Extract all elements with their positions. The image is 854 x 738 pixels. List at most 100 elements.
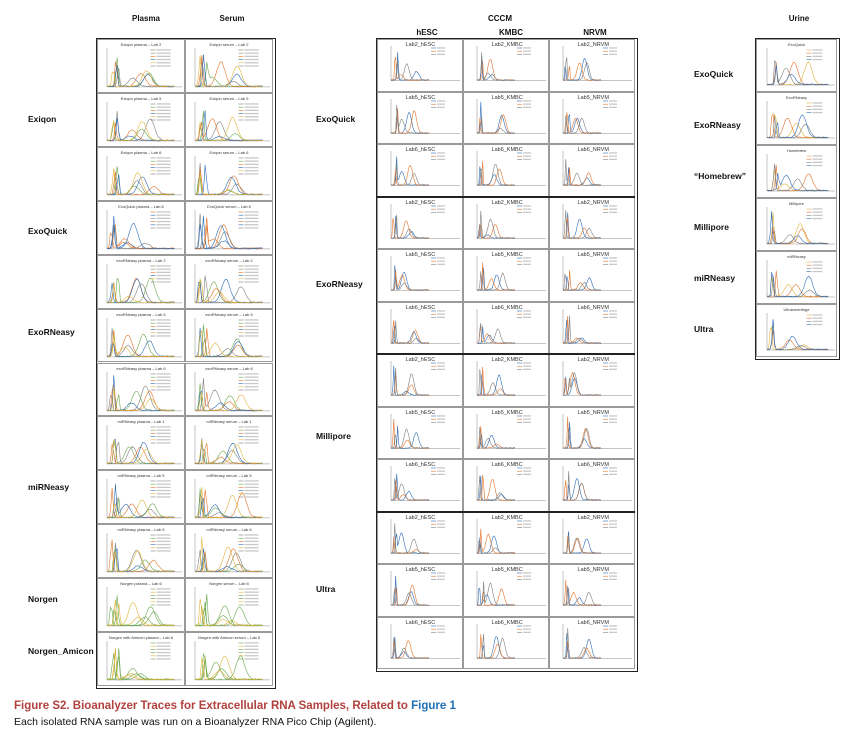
bioanalyzer-trace (766, 260, 835, 298)
bioanalyzer-trace (476, 623, 546, 659)
trace-panel: miRNeasy plasma – Lab 5 (97, 470, 185, 525)
bioanalyzer-trace (194, 425, 270, 465)
panel-title: exoRNeasy serum – Lab 6 (205, 365, 253, 371)
urine-row-label-homebrew: “Homebrew” (694, 171, 746, 181)
panel-title: Lab5_NRVM (577, 567, 609, 573)
urine-row-label-millipore: Millipore (694, 222, 729, 232)
trace-panel: miRNeasy serum – Lab 1 (185, 416, 273, 471)
trace-panel: Lab5_hESC (377, 91, 463, 144)
bioanalyzer-trace (562, 466, 632, 501)
bioanalyzer-trace (106, 317, 182, 357)
trace-panel: Lab2_NRVM (549, 511, 635, 564)
panel-title: Lab2_NRVM (577, 199, 609, 206)
figure-1-link[interactable]: Figure 1 (411, 700, 456, 712)
bioanalyzer-trace (766, 313, 835, 351)
trace-panel: Lab2_KMBC (463, 511, 549, 564)
caption-title-text: Figure S2. Bioanalyzer Traces for Extrac… (14, 700, 412, 712)
trace-panel: Lab2_NRVM (549, 196, 635, 249)
trace-panel: Norgen serum – Lab 6 (185, 578, 273, 633)
bioanalyzer-trace (194, 587, 270, 627)
kmbc-header: KMBC (499, 28, 523, 37)
figure-caption-body: Each isolated RNA sample was run on a Bi… (14, 716, 377, 728)
bioanalyzer-trace (390, 623, 460, 659)
bioanalyzer-trace (562, 361, 632, 396)
bioanalyzer-trace (194, 641, 270, 681)
bioanalyzer-trace (476, 571, 546, 606)
trace-panel: Lab6_hESC (377, 144, 463, 197)
panel-title: Lab5_KMBC (491, 409, 523, 416)
trace-panel: Norgen with Amicon plasma – Lab 6 (97, 632, 185, 686)
row-label-mirneasy: miRNeasy (28, 482, 70, 492)
row-label-exorneasy: ExoRNeasy (28, 327, 75, 337)
panel-title: Exiqon plasma – Lab 2 (120, 42, 162, 47)
mid-row-label-ultra: Ultra (316, 584, 336, 594)
bioanalyzer-trace (476, 151, 546, 186)
trace-panel: Exiqon plasma – Lab 6 (97, 146, 185, 201)
trace-panel: Lab5_NRVM (549, 249, 635, 302)
panel-title: Lab5_KMBC (491, 567, 523, 573)
urine-row-label-exoquick: ExoQuick (694, 69, 734, 79)
bioanalyzer-trace (194, 479, 270, 519)
bioanalyzer-trace (390, 466, 460, 501)
panel-title: Exiqon plasma – Lab 5 (120, 95, 162, 101)
bioanalyzer-trace (106, 371, 182, 411)
panel-title: Lab6_KMBC (491, 304, 523, 311)
bioanalyzer-trace (562, 46, 632, 81)
trace-panel: Lab5_hESC (377, 249, 463, 302)
panel-title: Lab2_KMBC (491, 514, 523, 521)
panel-title: Lab5_NRVM (577, 252, 609, 258)
panel-title: Lab6_NRVM (577, 619, 609, 626)
trace-panel: Homebrew (756, 145, 837, 198)
trace-panel: Norgen plasma – Lab 6 (97, 578, 185, 633)
trace-panel: Lab5_hESC (377, 406, 463, 459)
bioanalyzer-trace (106, 263, 182, 303)
trace-panel: exoRNeasy plasma – Lab 2 (97, 254, 185, 309)
bioanalyzer-trace (194, 317, 270, 357)
panel-title: Norgen with Amicon plasma – Lab 6 (108, 635, 174, 641)
cccm-panel-grid: Lab2_hESC Lab2_KMBC Lab2_NRVM Lab5_hESC Lab5… (376, 38, 638, 672)
trace-panel: exoRNeasy serum – Lab 5 (185, 308, 273, 363)
trace-panel: Millipore (756, 198, 837, 251)
bioanalyzer-trace (106, 479, 182, 519)
bioanalyzer-trace (562, 256, 632, 291)
trace-panel: Lab6_NRVM (549, 144, 635, 197)
serum-header: Serum (219, 14, 245, 23)
panel-title: Millipore (789, 201, 804, 206)
bioanalyzer-trace (476, 413, 546, 449)
trace-panel: Lab6_hESC (377, 616, 463, 669)
panel-title: Lab5_NRVM (577, 409, 609, 416)
plasma-header: Plasma (131, 14, 161, 23)
panel-title: Lab5_KMBC (491, 94, 523, 101)
panel-title: Lab6_KMBC (491, 147, 523, 153)
nrvm-header: NRVM (583, 28, 607, 37)
trace-panel: ExoQuick serum – Lab 6 (185, 200, 273, 255)
urine-row-label-mirneasy: miRNeasy (694, 273, 736, 283)
bioanalyzer-trace (476, 203, 546, 239)
bioanalyzer-trace (390, 518, 460, 554)
trace-panel: miRNeasy (756, 251, 837, 304)
panel-title: exoRNeasy plasma – Lab 2 (116, 257, 166, 263)
bioanalyzer-trace (562, 571, 632, 606)
trace-panel: Lab2_hESC (377, 511, 463, 564)
panel-title: Lab2_NRVM (577, 357, 609, 363)
bioanalyzer-trace (476, 518, 546, 554)
bioanalyzer-trace (390, 308, 460, 344)
trace-panel: Lab6_NRVM (549, 616, 635, 669)
trace-panel: Norgen with Amicon serum – Lab 6 (185, 632, 273, 686)
panel-title: Lab2_NRVM (577, 514, 609, 521)
bioanalyzer-trace (194, 533, 270, 573)
panel-title: miRNeasy serum – Lab 6 (206, 527, 252, 533)
panel-title: Lab6_NRVM (577, 304, 609, 311)
panel-title: Lab2_hESC (405, 42, 436, 48)
panel-title: miRNeasy serum – Lab 5 (206, 473, 252, 479)
panel-title: Lab5_hESC (405, 94, 436, 101)
trace-panel: Lab2_NRVM (549, 39, 635, 92)
trace-panel: Exiqon serum – Lab 6 (185, 146, 273, 201)
panel-title: Exiqon serum – Lab 6 (209, 149, 249, 155)
bioanalyzer-trace (562, 413, 632, 449)
bioanalyzer-trace (194, 101, 270, 142)
urine-header: Urine (788, 14, 810, 23)
panel-title: Lab6_hESC (405, 619, 436, 626)
panel-title: Homebrew (786, 148, 807, 153)
trace-panel: Lab6_NRVM (549, 459, 635, 512)
